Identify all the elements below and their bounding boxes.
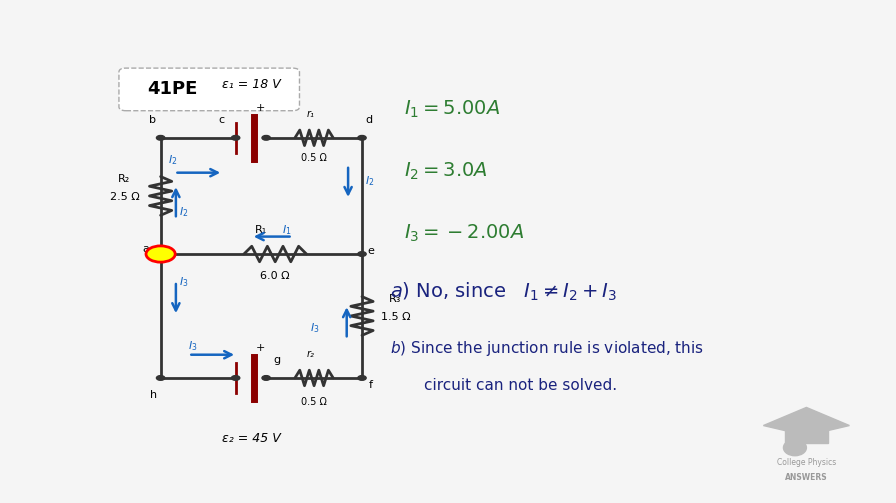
- Text: a: a: [142, 244, 149, 254]
- Text: $b)$ Since the junction rule is violated, this: $b)$ Since the junction rule is violated…: [390, 339, 703, 358]
- Text: $I_3$: $I_3$: [179, 275, 189, 289]
- Text: g: g: [273, 355, 280, 365]
- Circle shape: [231, 376, 240, 380]
- Circle shape: [783, 440, 806, 456]
- Circle shape: [157, 376, 165, 380]
- Text: h: h: [151, 390, 157, 400]
- Circle shape: [231, 135, 240, 140]
- Text: ε₁ = 18 V: ε₁ = 18 V: [221, 78, 280, 92]
- Text: e: e: [366, 246, 374, 256]
- Circle shape: [358, 252, 366, 257]
- Text: 1.5 Ω: 1.5 Ω: [381, 312, 410, 322]
- Circle shape: [358, 376, 366, 380]
- Circle shape: [157, 135, 165, 140]
- Text: 0.5 Ω: 0.5 Ω: [301, 153, 327, 163]
- Text: College Physics: College Physics: [777, 458, 836, 467]
- Text: $I_2$: $I_2$: [179, 205, 189, 219]
- Text: r₁: r₁: [306, 109, 314, 119]
- Polygon shape: [763, 407, 849, 436]
- Circle shape: [262, 376, 271, 380]
- Polygon shape: [785, 426, 828, 443]
- Text: R₂: R₂: [118, 175, 131, 185]
- Circle shape: [358, 135, 366, 140]
- Text: $I_2$: $I_2$: [168, 153, 177, 167]
- Text: ANSWERS: ANSWERS: [785, 473, 828, 482]
- Text: R₃: R₃: [389, 294, 401, 304]
- Circle shape: [147, 246, 175, 262]
- Text: 0.5 Ω: 0.5 Ω: [301, 397, 327, 407]
- Text: $I_2 = 3.0A$: $I_2 = 3.0A$: [403, 161, 487, 183]
- Text: 2.5 Ω: 2.5 Ω: [109, 192, 140, 202]
- Text: 6.0 Ω: 6.0 Ω: [261, 271, 290, 281]
- Text: $I_1 = 5.00A$: $I_1 = 5.00A$: [403, 99, 500, 120]
- FancyBboxPatch shape: [119, 68, 299, 111]
- Text: +: +: [255, 343, 265, 353]
- Text: $a)$ No, since   $I_1 \neq I_2 + I_3$: $a)$ No, since $I_1 \neq I_2 + I_3$: [390, 281, 616, 303]
- Text: $I_1$: $I_1$: [282, 223, 291, 236]
- Text: 41PE: 41PE: [147, 80, 197, 99]
- Circle shape: [262, 135, 271, 140]
- Text: +: +: [255, 103, 265, 113]
- Text: circuit can not be solved.: circuit can not be solved.: [425, 378, 617, 393]
- Text: d: d: [366, 115, 373, 125]
- Text: c: c: [219, 115, 225, 125]
- Text: $I_2$: $I_2$: [366, 175, 375, 188]
- Text: b: b: [149, 115, 156, 125]
- Text: $I_3$: $I_3$: [188, 339, 198, 353]
- Text: ε₂ = 45 V: ε₂ = 45 V: [221, 432, 280, 445]
- Text: f: f: [368, 380, 373, 390]
- Text: $I_3 = -2.00A$: $I_3 = -2.00A$: [403, 223, 524, 244]
- Text: R₁: R₁: [255, 225, 267, 235]
- Text: r₂: r₂: [306, 349, 314, 359]
- Text: $I_3$: $I_3$: [310, 321, 320, 336]
